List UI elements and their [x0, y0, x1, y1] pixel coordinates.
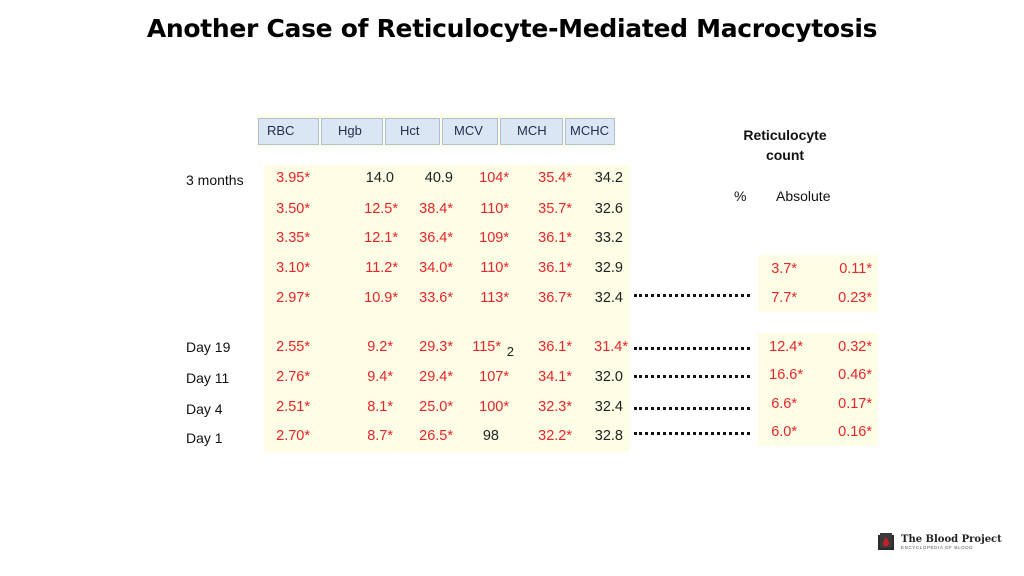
retic-cell: 3.7* [771, 261, 797, 277]
table-cell: 2.51* [276, 399, 310, 415]
table-cell: 36.1* [538, 260, 572, 276]
dotted-connector [634, 347, 750, 350]
column-header-hct: Hct [385, 118, 440, 145]
table-cell: 3.10* [276, 260, 310, 276]
reticulocyte-title: Reticulocyte [743, 127, 827, 143]
row-label-day-19: Day 19 [186, 339, 231, 355]
column-header-mchc: MCHC [565, 118, 615, 145]
row-label-day-4: Day 4 [186, 401, 223, 417]
table-cell: 34.1* [538, 369, 572, 385]
column-header-rbc: RBC [258, 118, 319, 145]
dotted-connector [634, 294, 750, 297]
table-cell: 98 [482, 428, 499, 444]
table-cell: 107* [479, 369, 509, 385]
table-cell: 115* [472, 339, 501, 355]
table-cell: 110* [480, 260, 509, 276]
logo-name: The Blood Project [901, 533, 1002, 545]
table-cell: 32.6 [594, 201, 623, 217]
column-header-mch: MCH [500, 118, 563, 145]
table-cell: 29.4* [419, 369, 453, 385]
table-cell: 38.4* [419, 201, 453, 217]
table-cell: 32.2* [538, 428, 572, 444]
table-cell: 32.9 [594, 260, 623, 276]
table-cell: 113* [480, 290, 509, 306]
table-cell: 9.2* [367, 339, 393, 355]
table-cell: 26.5* [419, 428, 453, 444]
table-cell: 32.0 [594, 369, 623, 385]
subscript-note: 2 [506, 344, 514, 359]
table-cell: 31.4* [594, 339, 628, 355]
logo-tagline: ENCYCLOPEDIA OF BLOOD [901, 544, 974, 550]
table-cell: 35.4* [538, 170, 572, 186]
blood-project-logo: The Blood Project ENCYCLOPEDIA OF BLOOD [877, 531, 1002, 553]
retic-cell: 0.11* [839, 261, 872, 277]
table-cell: 100* [479, 399, 509, 415]
table-cell: 36.4* [419, 230, 453, 246]
column-header-hgb: Hgb [321, 118, 383, 145]
table-cell: 12.1* [364, 230, 398, 246]
table-cell: 8.1* [367, 399, 393, 415]
table-cell: 32.4 [594, 290, 623, 306]
table-cell: 2.70* [276, 428, 310, 444]
retic-panel-lower [758, 333, 878, 446]
retic-cell: 0.23* [838, 290, 872, 306]
retic-cell: 0.46* [838, 367, 872, 383]
table-cell: 32.8 [594, 428, 623, 444]
row-label-day-11: Day 11 [186, 370, 230, 386]
table-cell: 2.97* [276, 290, 310, 306]
dotted-connector [634, 432, 750, 435]
slide-title: Another Case of Reticulocyte-Mediated Ma… [146, 14, 878, 43]
table-cell: 3.35* [276, 230, 310, 246]
table-cell: 35.7* [538, 201, 572, 217]
dotted-connector [634, 407, 750, 410]
retic-cell: 6.6* [771, 396, 797, 412]
table-cell: 36.1* [538, 339, 572, 355]
table-cell: 14.0 [365, 170, 394, 186]
table-cell: 33.6* [419, 290, 453, 306]
reticulocyte-heading: Reticulocyte count [710, 125, 860, 165]
column-header-mcv: MCV [442, 118, 498, 145]
dotted-connector [634, 375, 750, 378]
table-cell: 32.4 [594, 399, 623, 415]
table-cell: 36.7* [538, 290, 572, 306]
table-cell: 34.0* [419, 260, 453, 276]
table-cell: 3.50* [276, 201, 310, 217]
table-cell: 40.9 [424, 170, 453, 186]
table-cell: 25.0* [419, 399, 453, 415]
table-cell: 109* [479, 230, 509, 246]
retic-cell: 12.4* [769, 339, 803, 355]
table-cell: 34.2 [594, 170, 623, 186]
table-cell: 110* [480, 201, 509, 217]
table-cell: 33.2 [594, 230, 623, 246]
retic-cell: 0.17* [838, 396, 872, 412]
row-label-day-1: Day 1 [186, 430, 223, 446]
table-cell: 2.76* [276, 369, 310, 385]
retic-cell: 0.32* [838, 339, 872, 355]
row-label-3-months: 3 months [186, 172, 244, 188]
reticulocyte-subtitle: count [765, 147, 805, 163]
table-cell: 11.2* [365, 260, 398, 276]
column-header-absolute: Absolute [776, 188, 831, 204]
table-cell: 29.3* [419, 339, 453, 355]
table-cell: 8.7* [367, 428, 393, 444]
table-cell: 32.3* [538, 399, 572, 415]
retic-panel-upper [758, 255, 878, 312]
table-cell: 10.9* [364, 290, 398, 306]
retic-cell: 16.6* [769, 367, 803, 383]
book-icon [878, 533, 894, 550]
table-cell: 12.5* [364, 201, 398, 217]
retic-cell: 6.0* [771, 424, 797, 440]
table-cell: 9.4* [367, 369, 393, 385]
data-table-panel [264, 165, 630, 452]
table-cell: 2.55* [276, 339, 310, 355]
table-cell: 104* [479, 170, 509, 186]
table-cell: 3.95* [276, 170, 310, 186]
retic-cell: 0.16* [838, 424, 872, 440]
retic-cell: 7.7* [771, 290, 797, 306]
table-cell: 36.1* [538, 230, 572, 246]
column-header-percent: % [734, 188, 747, 204]
